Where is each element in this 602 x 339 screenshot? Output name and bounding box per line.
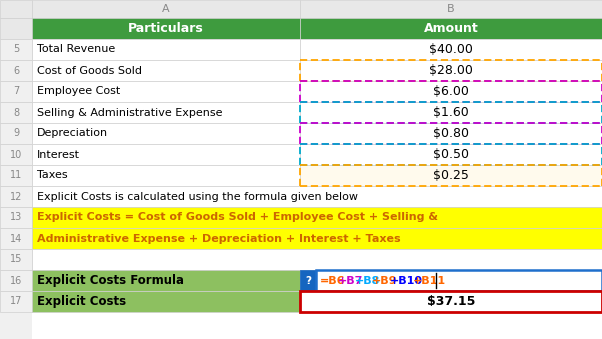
Text: 11: 11 [10,171,22,180]
Bar [32,123,300,144]
Text: A: A [162,4,170,14]
Text: Explicit Costs = Cost of Goods Sold + Employee Cost + Selling &: Explicit Costs = Cost of Goods Sold + Em… [37,213,438,222]
Text: 6: 6 [13,65,19,76]
Bar [32,165,300,186]
Text: Selling & Administrative Expense: Selling & Administrative Expense [37,107,223,118]
Text: $40.00: $40.00 [429,43,473,56]
Bar [32,144,300,165]
Bar [300,291,602,312]
Bar [0,249,32,270]
Text: 14: 14 [10,234,22,243]
Bar [0,123,32,144]
Text: +B10: +B10 [389,276,423,285]
Bar [300,18,602,39]
Bar [32,18,300,39]
Bar [0,18,32,39]
Bar [0,0,32,18]
Bar [300,270,316,291]
Bar [300,81,602,102]
Text: 12: 12 [10,192,22,201]
Bar [0,165,32,186]
Bar [32,186,602,207]
Bar [300,144,602,165]
Bar [32,249,602,270]
Text: Particulars: Particulars [128,22,204,35]
Bar [32,291,300,312]
Text: +B9: +B9 [372,276,398,285]
Text: +B7: +B7 [337,276,363,285]
Text: 16: 16 [10,276,22,285]
Text: Explicit Costs: Explicit Costs [37,295,126,308]
Bar [0,39,32,60]
Bar [0,186,32,207]
Bar [0,291,32,312]
Text: ?: ? [305,276,311,285]
Text: 17: 17 [10,297,22,306]
Bar [300,165,602,186]
Bar [32,207,602,228]
Text: $37.15: $37.15 [427,295,475,308]
Bar [300,102,602,123]
Text: $6.00: $6.00 [433,85,469,98]
Text: 15: 15 [10,255,22,264]
Text: Taxes: Taxes [37,171,67,180]
Text: Amount: Amount [424,22,479,35]
Bar [0,102,32,123]
Text: Employee Cost: Employee Cost [37,86,120,97]
Text: $1.60: $1.60 [433,106,469,119]
Text: 7: 7 [13,86,19,97]
Text: 5: 5 [13,44,19,55]
Text: $0.80: $0.80 [433,127,469,140]
Text: Cost of Goods Sold: Cost of Goods Sold [37,65,142,76]
Bar [300,123,602,144]
Bar [0,144,32,165]
Text: Interest: Interest [37,149,80,160]
Text: +B8: +B8 [355,276,380,285]
Bar [300,0,602,18]
Bar [0,270,32,291]
Text: 9: 9 [13,128,19,139]
Bar [300,60,602,81]
Text: $0.50: $0.50 [433,148,469,161]
Text: Depreciation: Depreciation [37,128,108,139]
Bar [0,207,32,228]
Bar [0,60,32,81]
Text: Administrative Expense + Depreciation + Interest + Taxes: Administrative Expense + Depreciation + … [37,234,400,243]
Bar [32,60,300,81]
Bar [32,39,300,60]
Text: $28.00: $28.00 [429,64,473,77]
Text: +B11: +B11 [413,276,446,285]
Text: Explicit Costs Formula: Explicit Costs Formula [37,274,184,287]
Bar [0,228,32,249]
Bar [32,0,300,18]
Text: 10: 10 [10,149,22,160]
Text: Explicit Costs is calculated using the formula given below: Explicit Costs is calculated using the f… [37,192,358,201]
Bar [316,270,602,291]
Bar [0,81,32,102]
Bar [32,228,602,249]
Text: =B6: =B6 [320,276,346,285]
Text: B: B [447,4,455,14]
Bar [32,270,300,291]
Bar [300,39,602,60]
Bar [32,81,300,102]
Text: $0.25: $0.25 [433,169,469,182]
Bar [32,102,300,123]
Text: 13: 13 [10,213,22,222]
Text: 8: 8 [13,107,19,118]
Text: Total Revenue: Total Revenue [37,44,115,55]
